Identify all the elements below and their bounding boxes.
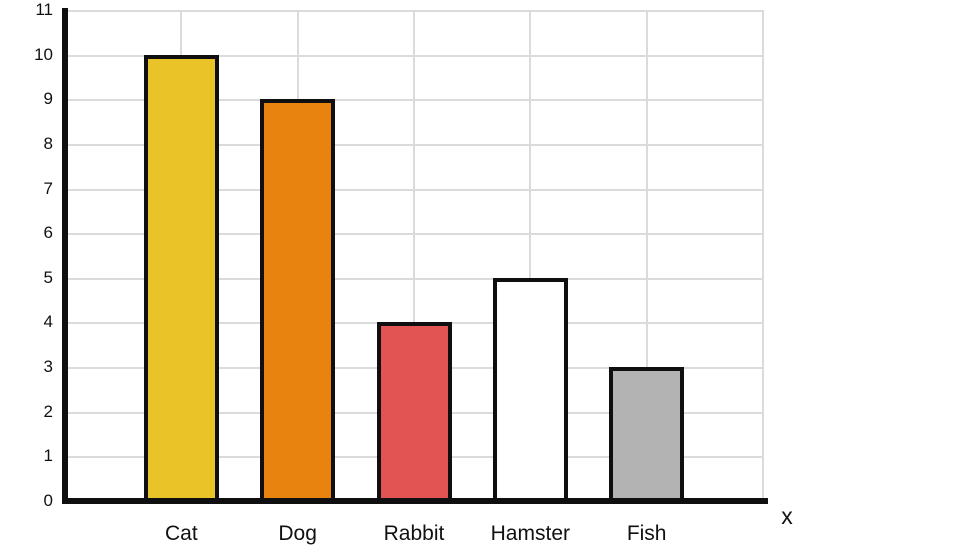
horizontal-gridline — [68, 10, 764, 12]
horizontal-gridline — [68, 277, 764, 280]
y-tick-label: 6 — [43, 223, 53, 243]
y-tick-label: 11 — [35, 0, 53, 19]
y-tick-label: 9 — [43, 89, 53, 109]
y-axis-line — [62, 8, 68, 504]
y-tick-label: 0 — [43, 491, 53, 510]
vertical-gridline — [529, 10, 532, 501]
y-tick-label: 3 — [43, 357, 53, 377]
x-axis-line — [62, 498, 768, 504]
vertical-gridline — [413, 10, 415, 501]
vertical-gridline — [645, 10, 648, 501]
y-tick-label: 10 — [34, 44, 53, 64]
y-tick-label: 4 — [43, 312, 53, 332]
y-tick-label: 2 — [43, 401, 53, 421]
bar-dog — [260, 99, 336, 503]
x-category-label: Dog — [278, 522, 317, 545]
vertical-gridline — [762, 10, 764, 501]
bar-hamster — [492, 277, 568, 503]
horizontal-gridline — [68, 188, 764, 191]
x-category-label: Cat — [164, 522, 198, 545]
bar-fish — [609, 367, 685, 503]
bar-cat — [143, 54, 219, 503]
horizontal-gridline — [68, 233, 764, 236]
y-tick-label: 1 — [43, 446, 53, 466]
horizontal-gridline — [68, 143, 764, 146]
bar-rabbit — [376, 322, 452, 503]
x-category-label: Rabbit — [383, 522, 445, 545]
y-tick-label: 5 — [43, 267, 53, 287]
x-category-label: Hamster — [490, 522, 570, 545]
y-tick-label: 7 — [43, 178, 53, 198]
x-axis-title: x — [781, 503, 793, 529]
horizontal-gridline — [68, 99, 764, 102]
horizontal-gridline — [68, 54, 764, 57]
x-category-label: Fish — [626, 522, 667, 545]
y-tick-label: 8 — [43, 133, 53, 153]
